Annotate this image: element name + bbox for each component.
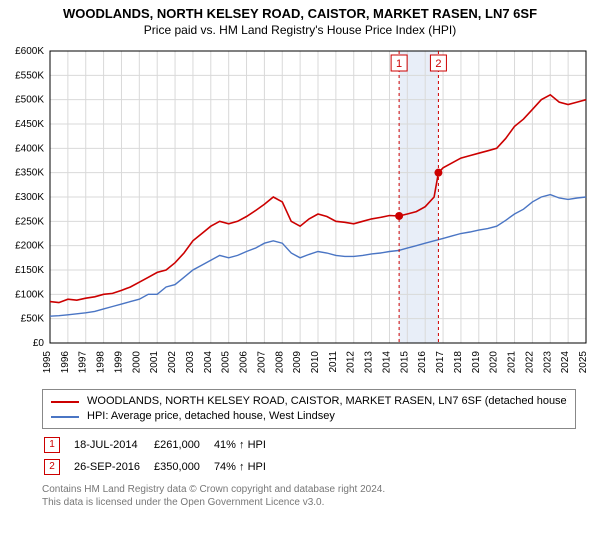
legend-swatch-property bbox=[51, 401, 79, 403]
marker-date-2: 26-SEP-2016 bbox=[74, 457, 152, 477]
svg-text:£450K: £450K bbox=[15, 119, 44, 130]
footer-line-2: This data is licensed under the Open Gov… bbox=[42, 496, 576, 509]
chart-container: WOODLANDS, NORTH KELSEY ROAD, CAISTOR, M… bbox=[0, 6, 600, 509]
svg-text:2004: 2004 bbox=[203, 351, 214, 374]
marker-price-2: £350,000 bbox=[154, 457, 212, 477]
marker-vs-hpi-1: 41% ↑ HPI bbox=[214, 435, 278, 455]
svg-text:2003: 2003 bbox=[185, 351, 196, 374]
svg-text:2025: 2025 bbox=[578, 351, 589, 374]
legend-row-hpi: HPI: Average price, detached house, West… bbox=[51, 409, 567, 424]
chart-footer: Contains HM Land Registry data © Crown c… bbox=[42, 483, 576, 509]
svg-text:£150K: £150K bbox=[15, 265, 44, 276]
legend-label-hpi: HPI: Average price, detached house, West… bbox=[87, 409, 335, 424]
legend-label-property: WOODLANDS, NORTH KELSEY ROAD, CAISTOR, M… bbox=[87, 394, 567, 409]
sale-marker-row-1: 1 18-JUL-2014 £261,000 41% ↑ HPI bbox=[44, 435, 278, 455]
svg-text:2: 2 bbox=[435, 58, 441, 70]
svg-text:2006: 2006 bbox=[239, 351, 250, 374]
marker-box-2: 2 bbox=[44, 459, 60, 475]
svg-text:2019: 2019 bbox=[471, 351, 482, 374]
svg-text:2020: 2020 bbox=[489, 351, 500, 374]
svg-text:2024: 2024 bbox=[560, 351, 571, 374]
svg-text:2009: 2009 bbox=[292, 351, 303, 374]
svg-text:£350K: £350K bbox=[15, 168, 44, 179]
legend-row-property: WOODLANDS, NORTH KELSEY ROAD, CAISTOR, M… bbox=[51, 394, 567, 409]
marker-price-1: £261,000 bbox=[154, 435, 212, 455]
svg-text:£300K: £300K bbox=[15, 192, 44, 203]
svg-text:1999: 1999 bbox=[113, 351, 124, 374]
svg-text:£100K: £100K bbox=[15, 289, 44, 300]
svg-text:2000: 2000 bbox=[131, 351, 142, 374]
svg-text:£600K: £600K bbox=[15, 46, 44, 57]
sale-markers-table: 1 18-JUL-2014 £261,000 41% ↑ HPI 2 26-SE… bbox=[42, 433, 280, 479]
svg-text:1998: 1998 bbox=[96, 351, 107, 374]
svg-text:2014: 2014 bbox=[381, 351, 392, 374]
marker-date-1: 18-JUL-2014 bbox=[74, 435, 152, 455]
marker-box-1: 1 bbox=[44, 437, 60, 453]
svg-text:2023: 2023 bbox=[542, 351, 553, 374]
svg-text:£500K: £500K bbox=[15, 95, 44, 106]
svg-text:2017: 2017 bbox=[435, 351, 446, 374]
legend-swatch-hpi bbox=[51, 416, 79, 418]
svg-text:£0: £0 bbox=[33, 338, 45, 349]
svg-text:£400K: £400K bbox=[15, 143, 44, 154]
marker-vs-hpi-2: 74% ↑ HPI bbox=[214, 457, 278, 477]
svg-text:2022: 2022 bbox=[524, 351, 535, 374]
svg-text:2007: 2007 bbox=[256, 351, 267, 374]
svg-text:2008: 2008 bbox=[274, 351, 285, 374]
svg-text:2015: 2015 bbox=[399, 351, 410, 374]
svg-text:£550K: £550K bbox=[15, 70, 44, 81]
svg-text:2013: 2013 bbox=[364, 351, 375, 374]
price-chart: £0 £50K £100K £150K £200K £250K £300K £350K £400… bbox=[0, 43, 600, 383]
svg-text:2018: 2018 bbox=[453, 351, 464, 374]
svg-text:1: 1 bbox=[396, 58, 402, 70]
svg-text:1997: 1997 bbox=[78, 351, 89, 374]
svg-text:£250K: £250K bbox=[15, 216, 44, 227]
sale-marker-row-2: 2 26-SEP-2016 £350,000 74% ↑ HPI bbox=[44, 457, 278, 477]
footer-line-1: Contains HM Land Registry data © Crown c… bbox=[42, 483, 576, 496]
svg-text:2010: 2010 bbox=[310, 351, 321, 374]
chart-title: WOODLANDS, NORTH KELSEY ROAD, CAISTOR, M… bbox=[0, 6, 600, 21]
svg-text:1995: 1995 bbox=[42, 351, 53, 374]
svg-text:£200K: £200K bbox=[15, 241, 44, 252]
svg-text:2002: 2002 bbox=[167, 351, 178, 374]
svg-text:2001: 2001 bbox=[149, 351, 160, 374]
chart-subtitle: Price paid vs. HM Land Registry's House … bbox=[0, 23, 600, 37]
svg-text:1996: 1996 bbox=[60, 351, 71, 374]
svg-text:2012: 2012 bbox=[346, 351, 357, 374]
svg-text:2005: 2005 bbox=[221, 351, 232, 374]
svg-text:2021: 2021 bbox=[507, 351, 518, 374]
svg-text:2016: 2016 bbox=[417, 351, 428, 374]
svg-text:£50K: £50K bbox=[21, 314, 45, 325]
legend: WOODLANDS, NORTH KELSEY ROAD, CAISTOR, M… bbox=[42, 389, 576, 429]
svg-text:2011: 2011 bbox=[328, 351, 339, 373]
